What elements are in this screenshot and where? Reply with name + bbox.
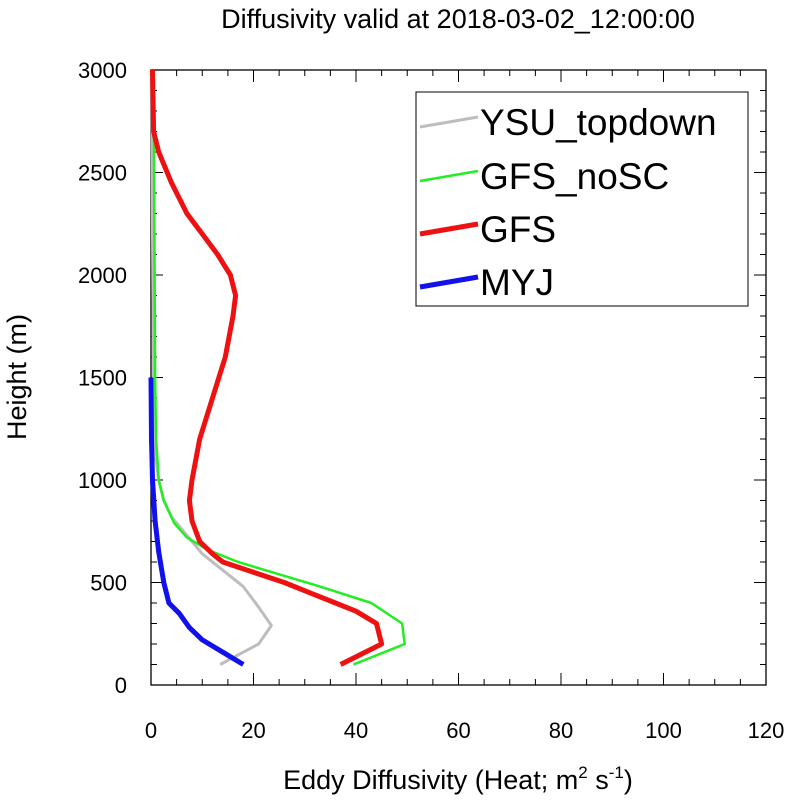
x-axis-label-mid: s: [588, 765, 609, 795]
x-tick-label: 0: [145, 718, 157, 743]
x-axis-label-end: ): [624, 765, 633, 795]
series-line-ysu-topdown: [150, 69, 273, 666]
x-axis-label-sup1: 2: [578, 763, 587, 782]
y-tick-label: 2000: [78, 263, 127, 288]
y-tick-label: 0: [115, 673, 127, 698]
legend-items: YSU_topdown GFS_noSC GFS MYJ: [419, 102, 717, 303]
series-line-gfs-nosc: [152, 69, 406, 666]
y-tick-label: 500: [90, 571, 127, 596]
legend: YSU_topdown GFS_noSC GFS MYJ: [415, 91, 749, 307]
y-tick-label: 3000: [78, 58, 127, 83]
legend-swatch-gfs: [419, 221, 479, 237]
x-tick-label: 20: [241, 718, 265, 743]
legend-box: [415, 91, 749, 307]
x-tick-label: 100: [645, 718, 682, 743]
tick-labels: 0 20 40 60 80 100 120 0 500 1000 1500 2000 2500 3000: [78, 58, 784, 743]
y-axis-label: Height (m): [2, 314, 32, 440]
legend-label-gfs-nosc: GFS_noSC: [480, 156, 669, 197]
x-axis-label-sup2: -1: [609, 763, 624, 782]
y-tick-label: 2500: [78, 161, 127, 186]
legend-label-myj: MYJ: [480, 262, 554, 303]
x-axis-label-main: Eddy Diffusivity (Heat; m: [283, 765, 578, 795]
x-tick-label: 80: [549, 718, 573, 743]
legend-swatch-ysu-topdown: [419, 115, 479, 129]
legend-label-ysu-topdown: YSU_topdown: [480, 102, 717, 143]
y-tick-label: 1500: [78, 366, 127, 391]
legend-swatch-myj: [419, 274, 479, 290]
y-tick-label: 1000: [78, 468, 127, 493]
x-tick-label: 120: [748, 718, 785, 743]
series-line-myj: [148, 377, 245, 667]
chart-title: Diffusivity valid at 2018-03-02_12:00:00: [221, 4, 695, 34]
legend-label-gfs: GFS: [480, 209, 556, 250]
x-axis-label: Eddy Diffusivity (Heat; m2 s-1): [283, 763, 633, 795]
x-tick-label: 40: [344, 718, 368, 743]
series-line-gfs: [150, 69, 385, 667]
x-tick-label: 60: [446, 718, 470, 743]
legend-swatch-gfs-nosc: [419, 169, 479, 183]
data-series: [148, 69, 406, 667]
